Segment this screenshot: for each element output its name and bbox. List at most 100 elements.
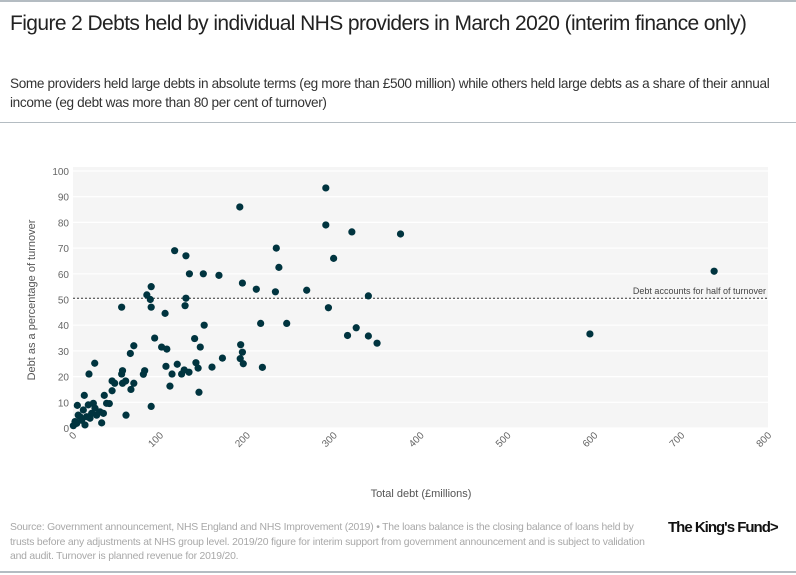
data-point — [303, 286, 311, 294]
data-point — [586, 330, 594, 338]
data-point — [182, 252, 190, 260]
x-tick-label: 800 — [755, 430, 775, 450]
data-point — [91, 359, 99, 367]
x-tick-label: 0 — [67, 430, 79, 442]
reference-line-label: Debt accounts for half of turnover — [633, 286, 766, 296]
data-point — [127, 385, 135, 394]
data-point — [80, 391, 88, 399]
y-tick-label: 90 — [58, 193, 70, 204]
data-point — [162, 362, 170, 370]
data-point — [151, 334, 159, 342]
data-point — [185, 368, 193, 376]
data-point — [257, 319, 265, 328]
data-point — [373, 339, 381, 347]
y-tick-label: 30 — [58, 347, 70, 358]
data-point — [83, 413, 91, 421]
data-point — [252, 285, 260, 293]
data-point — [168, 370, 176, 378]
data-point — [147, 402, 155, 411]
data-point — [147, 283, 155, 291]
data-point — [108, 387, 116, 395]
data-point — [324, 304, 333, 312]
data-point — [130, 342, 138, 350]
x-tick-label: 100 — [146, 430, 166, 450]
data-point — [348, 228, 356, 236]
data-point — [199, 270, 207, 278]
data-point — [710, 267, 718, 275]
data-point — [200, 321, 208, 329]
data-point — [85, 370, 93, 378]
data-point — [122, 411, 130, 419]
y-tick-label: 50 — [58, 296, 70, 307]
top-border — [0, 0, 796, 2]
data-point — [100, 391, 108, 399]
data-point — [239, 360, 247, 368]
source-note: Source: Government announcement, NHS Eng… — [10, 522, 645, 562]
data-point — [79, 406, 87, 414]
data-point — [272, 244, 280, 252]
y-tick-label: 40 — [58, 321, 70, 332]
y-tick-label: 70 — [58, 244, 70, 255]
x-axis-ticks: 0 100 200 300 400 500 600 700 800 — [67, 430, 774, 450]
x-tick-label: 600 — [581, 430, 601, 450]
data-point — [105, 399, 113, 408]
data-point — [236, 203, 244, 211]
y-tick-label: 0 — [63, 424, 69, 435]
header-divider — [0, 122, 796, 123]
data-point — [194, 364, 202, 372]
data-point — [322, 184, 330, 192]
data-point — [163, 345, 171, 353]
data-point — [238, 348, 247, 356]
data-point — [161, 309, 169, 317]
y-tick-label: 20 — [58, 373, 70, 384]
x-tick-label: 400 — [407, 430, 427, 450]
data-point — [99, 409, 108, 417]
x-tick-label: 500 — [494, 430, 514, 450]
data-point — [218, 354, 227, 362]
scatter-chart: 0 10 20 30 40 50 60 70 80 90 100 0 100 200 300 400 500 6… — [26, 167, 774, 500]
data-point — [196, 343, 204, 351]
data-point — [171, 247, 179, 255]
data-point — [208, 363, 216, 371]
data-point — [71, 417, 79, 426]
data-point — [364, 292, 372, 300]
data-point — [73, 401, 81, 409]
data-point — [91, 404, 99, 412]
data-point — [78, 416, 86, 424]
data-point — [275, 263, 283, 271]
y-tick-label: 60 — [58, 270, 70, 281]
data-point — [283, 319, 291, 328]
data-point — [396, 230, 405, 238]
data-point — [173, 360, 181, 368]
y-tick-label: 100 — [52, 167, 69, 178]
data-point — [146, 295, 154, 304]
x-tick-label: 300 — [320, 430, 340, 450]
data-point — [322, 221, 330, 229]
data-point — [364, 332, 372, 340]
data-point — [195, 388, 203, 396]
data-point — [343, 331, 352, 340]
data-point — [166, 382, 174, 390]
data-point — [126, 349, 134, 358]
data-point — [111, 379, 119, 387]
y-tick-label: 10 — [58, 398, 70, 409]
chart-subtitle: Some providers held large debts in absol… — [10, 76, 770, 110]
y-tick-label: 80 — [58, 218, 70, 229]
data-point — [118, 370, 126, 378]
data-point — [330, 254, 338, 262]
y-axis-label: Debt as a percentage of turnover — [26, 219, 38, 380]
chart-title: Figure 2 Debts held by individual NHS pr… — [10, 12, 747, 35]
data-point — [182, 294, 190, 302]
data-point — [185, 270, 194, 278]
x-tick-label: 200 — [233, 430, 253, 450]
data-point — [191, 334, 199, 343]
data-point — [118, 303, 126, 311]
plot-area — [73, 167, 768, 428]
data-point — [181, 302, 189, 310]
data-point — [238, 279, 247, 287]
y-axis-ticks: 0 10 20 30 40 50 60 70 80 90 100 — [52, 167, 69, 435]
data-point — [237, 341, 245, 349]
data-point — [258, 363, 266, 371]
data-point — [122, 377, 130, 385]
data-point — [147, 303, 155, 311]
